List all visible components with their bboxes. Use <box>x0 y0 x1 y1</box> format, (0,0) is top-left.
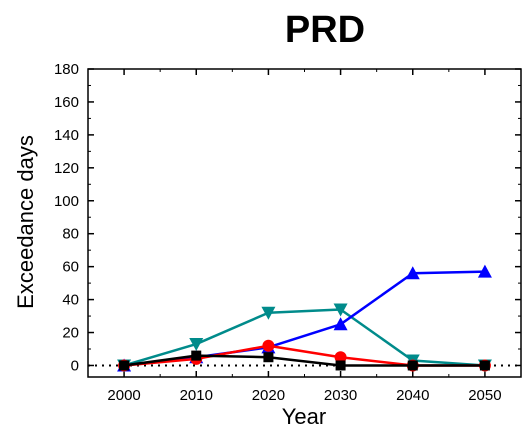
series-line <box>123 270 485 367</box>
y-tick-label: 120 <box>54 160 79 177</box>
x-tick-label: 2040 <box>396 387 429 404</box>
series-group <box>117 264 492 373</box>
circle-marker <box>262 339 275 352</box>
x-axis-label: Year <box>282 404 326 429</box>
y-tick-label: 60 <box>62 259 79 276</box>
x-tick-label: 2010 <box>180 387 213 404</box>
x-tick-label: 2050 <box>468 387 501 404</box>
circle-marker <box>334 351 347 364</box>
square-marker <box>119 360 130 371</box>
y-tick-label: 80 <box>62 226 79 243</box>
square-marker <box>479 360 490 371</box>
triangle-down-marker <box>189 338 204 352</box>
square-marker <box>191 350 202 361</box>
plot-frame <box>87 68 522 378</box>
series-0-group <box>119 350 490 371</box>
series-2-group <box>117 264 492 372</box>
y-tick-label: 140 <box>54 127 79 144</box>
y-tick-label: 180 <box>54 61 79 78</box>
square-marker <box>335 360 346 371</box>
y-tick-label: 100 <box>54 193 79 210</box>
y-axis-label: Exceedance days <box>13 135 38 309</box>
y-tick-label: 0 <box>71 357 79 374</box>
x-tick-label: 2000 <box>107 387 140 404</box>
y-tick-label: 160 <box>54 94 79 111</box>
series-line <box>123 308 486 367</box>
square-marker <box>407 360 418 371</box>
triangle-down-marker <box>261 306 276 320</box>
square-marker <box>263 352 274 363</box>
x-tick-label: 2020 <box>252 387 285 404</box>
chart-title: PRD <box>285 9 365 51</box>
triangle-down-marker <box>333 303 348 317</box>
triangle-up-marker <box>405 266 420 280</box>
x-tick-label: 2030 <box>324 387 357 404</box>
triangle-up-marker <box>477 264 492 278</box>
y-tick-label: 40 <box>62 292 79 309</box>
triangle-up-marker <box>333 317 348 331</box>
series-line <box>123 354 485 367</box>
y-tick-label: 20 <box>62 325 79 342</box>
